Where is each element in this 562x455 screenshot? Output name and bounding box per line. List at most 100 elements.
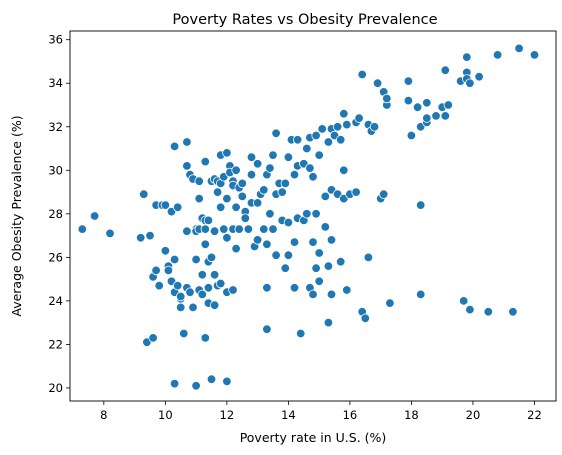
data-point [283,152,294,162]
data-point [289,169,300,180]
data-point [351,187,361,197]
data-point [215,278,226,289]
data-point [154,280,164,291]
data-point [262,324,272,334]
data-point [296,328,306,339]
x-tick-label: 18 [404,408,419,422]
data-point [342,285,352,295]
data-point [252,198,263,208]
data-point [357,69,367,80]
data-point [194,176,204,186]
y-tick-label: 26 [48,250,63,264]
data-point [219,224,229,234]
data-point [188,302,198,313]
data-point [283,250,294,260]
data-point [369,122,380,132]
data-point [252,159,263,169]
data-points [77,43,540,391]
data-point [265,209,275,219]
y-tick-label: 20 [48,381,63,395]
y-tick-label: 32 [48,120,63,134]
x-tick-label: 16 [343,408,358,422]
y-tick-label: 24 [48,294,63,308]
data-point [237,178,248,189]
data-point [305,163,315,173]
x-tick-label: 8 [100,408,107,422]
data-point [311,263,321,273]
data-point [243,224,254,234]
data-point [492,50,503,60]
x-axis-label: Poverty rate in U.S. (%) [240,430,387,445]
data-point [234,224,244,234]
data-point [314,248,324,258]
data-point [320,191,331,202]
data-point [314,276,324,287]
data-point [308,172,318,182]
data-point [222,148,232,158]
data-point [209,226,220,236]
data-point [151,265,161,276]
data-point [385,298,395,308]
data-point [323,137,334,147]
x-tick-label: 14 [281,408,296,422]
data-point [271,128,281,139]
data-point [172,202,183,213]
data-point [342,119,352,130]
data-point [185,287,195,297]
x-tick-label: 12 [220,408,235,422]
data-point [200,224,211,234]
data-point [169,141,180,152]
data-point [465,78,475,88]
data-point [474,71,484,82]
data-point [179,328,189,339]
data-point [326,235,337,245]
data-point [363,252,374,263]
data-point [139,189,149,199]
data-point [483,307,494,317]
data-point [289,237,300,247]
data-point [280,263,291,273]
plot-frame [69,30,557,402]
data-point [169,254,180,265]
data-point [252,235,263,245]
data-point [203,215,214,226]
data-point [145,230,155,241]
data-point [246,152,257,162]
data-point [175,291,186,302]
y-tick-label: 30 [48,163,63,177]
data-point [231,202,241,213]
data-point [246,169,257,180]
data-point [320,222,331,232]
data-point [191,381,201,391]
y-tick-label: 34 [48,76,63,90]
data-point [182,226,192,236]
data-point [326,289,337,300]
data-point [215,202,226,213]
data-point [379,189,389,199]
data-point [197,289,208,300]
data-point [289,283,300,293]
data-point [382,93,392,104]
data-point [422,113,432,123]
data-point [277,187,287,197]
data-point [197,270,208,280]
data-point [268,224,278,234]
data-point [508,307,518,317]
data-point [231,243,241,254]
data-point [462,52,472,62]
data-point [160,246,171,256]
data-point [302,143,312,154]
data-point [514,43,524,54]
data-point [191,254,201,265]
data-point [259,224,269,234]
y-tick-label: 36 [48,33,63,47]
data-point [271,250,281,260]
x-axis-ticks: 8 10 12 14 16 18 20 22 [100,401,542,422]
data-point [237,191,248,202]
y-axis-ticks: 20 22 24 26 28 30 32 34 36 [48,33,70,395]
data-point [203,283,214,293]
data-point [308,289,318,300]
data-point [431,111,441,121]
data-point [302,209,312,219]
